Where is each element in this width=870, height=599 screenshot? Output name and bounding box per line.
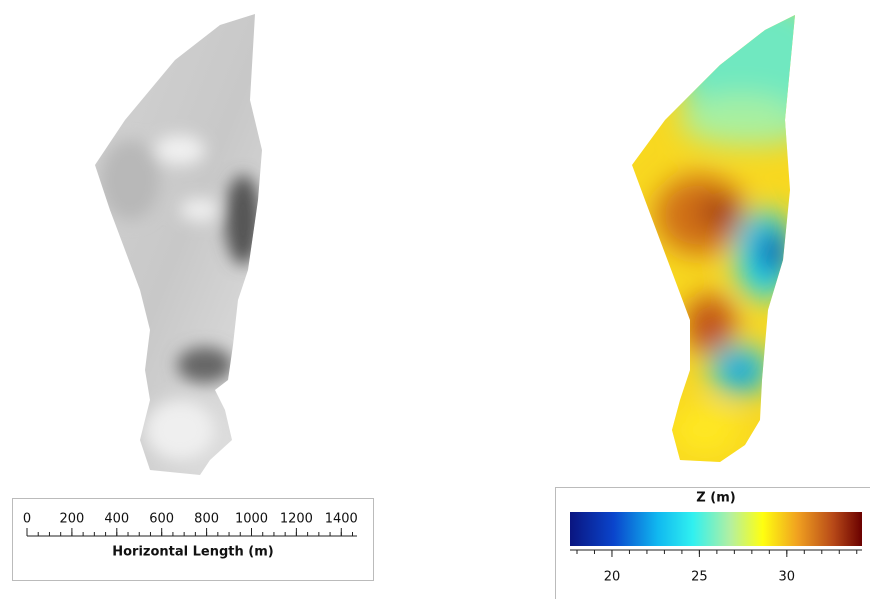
scale-bar: 0 200 400 600 800 1000 1200 1400 Horizontal Len…	[13, 499, 374, 581]
legend: Z (m) 20 25 30	[556, 488, 870, 599]
map-view: 0 200 400 600 800 1000 1200 1400 Horizontal Len…	[0, 0, 870, 599]
scale-bar-tick-label: 400	[104, 512, 129, 527]
legend-tick-label: 25	[691, 570, 708, 585]
legend-title: Z (m)	[696, 491, 735, 506]
legend-tick-label: 20	[604, 570, 621, 585]
color-ramp	[570, 512, 862, 546]
scale-bar-tick-label: 1200	[280, 512, 313, 527]
scale-bar-tick-label: 200	[59, 512, 84, 527]
scale-bar-tick-label: 0	[23, 512, 31, 527]
scale-bar-tick-label: 800	[194, 512, 219, 527]
scale-bar-label: Horizontal Length (m)	[112, 545, 273, 560]
legend-tick-label: 30	[779, 570, 796, 585]
elevation-raster	[620, 0, 840, 480]
scale-bar-tick-label: 1400	[325, 512, 358, 527]
scale-bar-tick-label: 1000	[235, 512, 268, 527]
scale-bar-tick-label: 600	[149, 512, 174, 527]
hillshade-raster	[80, 0, 280, 490]
